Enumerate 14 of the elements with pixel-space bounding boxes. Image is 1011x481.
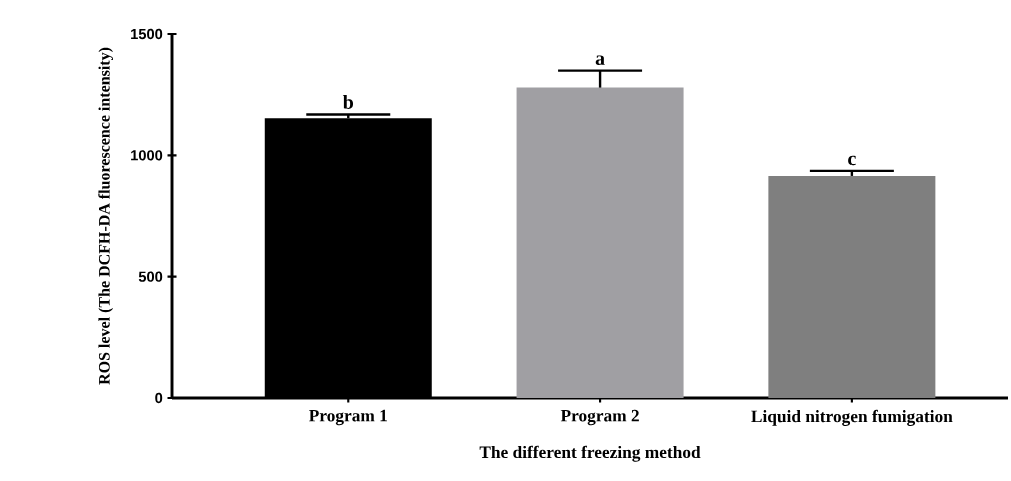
y-tick-label: 0 [155,392,163,404]
x-tick-label: Program 1 [309,409,387,426]
bar [768,175,936,398]
y-tick-label: 1000 [131,150,163,161]
bar [516,87,684,398]
annotation: c [848,155,856,166]
x-tick-label: Program 2 [560,409,639,426]
annotation: a [595,55,605,66]
x-tick-label: Liquid nitrogen fumigation [751,409,953,426]
annotation: b [342,94,354,109]
y-tick-label: 1500 [131,28,163,40]
y-tick-label: 500 [138,271,163,282]
y-axis-title: ROS level (The DCFH-DA fluorescence intensity) [98,47,114,385]
x-axis-title: The different freezing method [479,445,701,462]
